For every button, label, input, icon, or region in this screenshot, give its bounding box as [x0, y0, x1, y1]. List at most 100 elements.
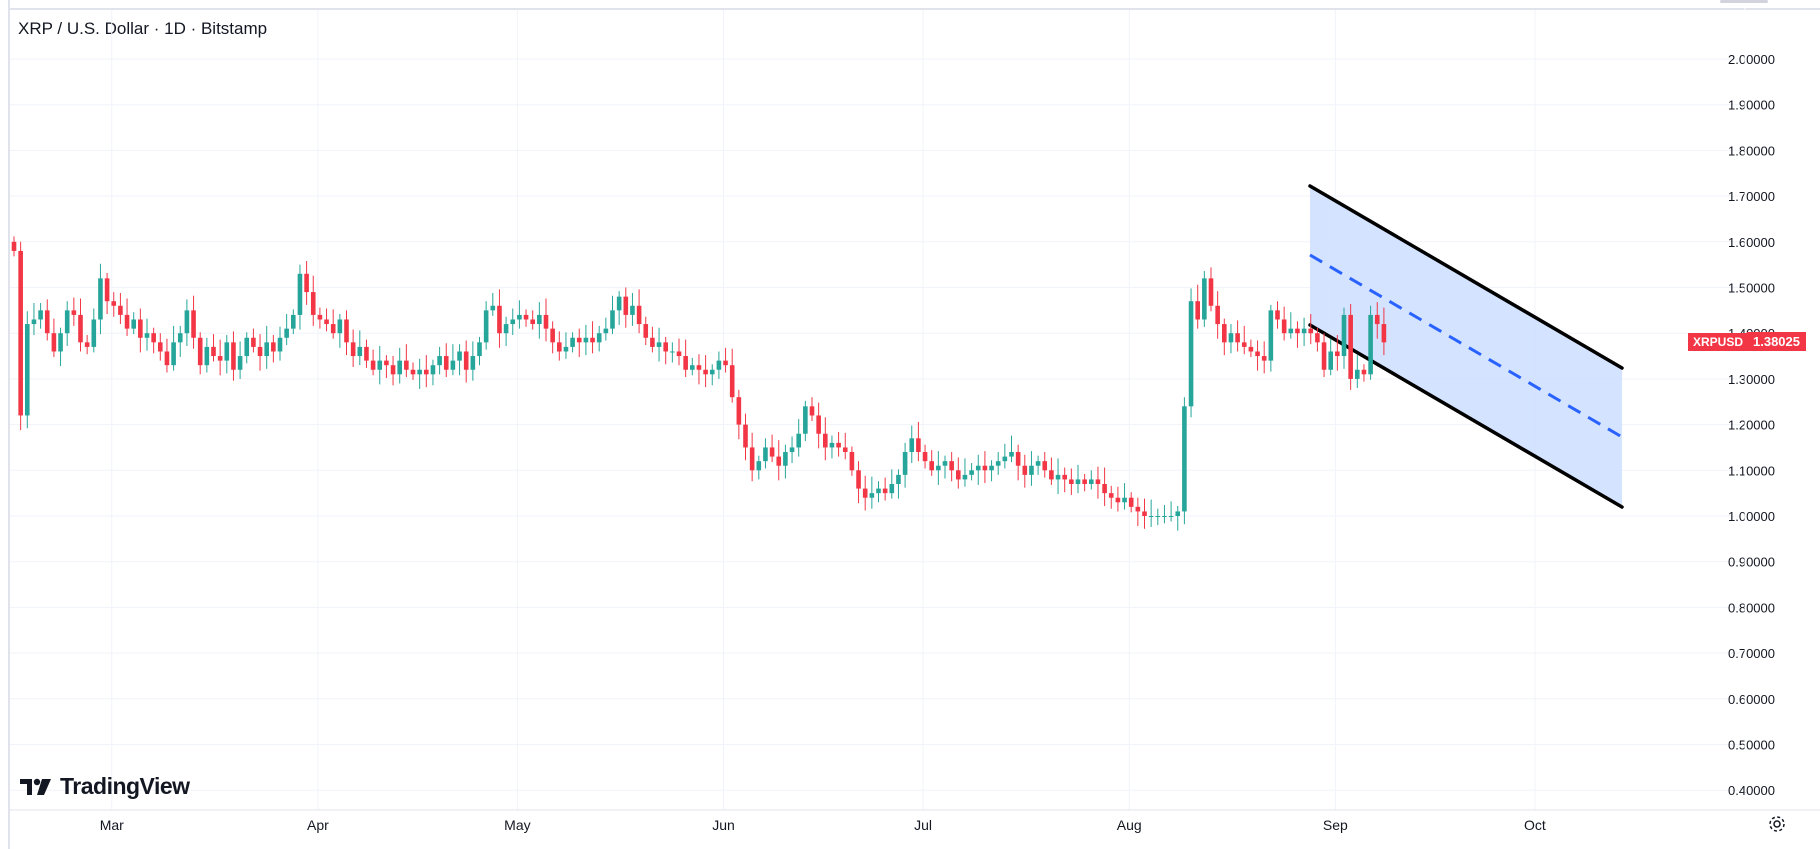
channel-lower-line: [1308, 323, 1624, 509]
candle-body: [337, 319, 343, 334]
candle-body: [1182, 406, 1187, 512]
toolbar-button[interactable]: [1720, 0, 1768, 3]
candle-body: [384, 360, 389, 366]
candle-body: [98, 278, 103, 320]
candle-body: [1162, 516, 1167, 517]
candle-body: [656, 342, 662, 347]
candle-body: [1095, 479, 1101, 485]
candle-body: [1341, 314, 1347, 357]
candle-body: [151, 333, 156, 343]
candle-body: [663, 342, 668, 352]
candle-body: [942, 461, 948, 466]
settings-icon[interactable]: [1768, 815, 1786, 833]
candle-body: [1075, 479, 1081, 485]
candle-body: [603, 328, 609, 334]
candle-body: [257, 346, 263, 357]
candle-body: [357, 346, 363, 357]
last-price-label: 1.38025: [1747, 332, 1806, 352]
candle-body: [1108, 493, 1114, 498]
candle-body: [576, 337, 582, 343]
candle-body: [809, 406, 815, 416]
candle-body: [816, 415, 821, 434]
candle-body: [922, 452, 928, 462]
candle-body: [543, 314, 549, 329]
candle-body: [949, 461, 954, 471]
tradingview-logo-icon: [20, 777, 52, 797]
candle-body: [1122, 497, 1127, 503]
candle-body: [457, 351, 462, 361]
candle-body: [596, 333, 602, 343]
candle-body: [1288, 328, 1294, 334]
y-tick-label: 1.70000: [1728, 189, 1775, 204]
tradingview-logo[interactable]: TradingView: [20, 773, 190, 800]
candle-body: [177, 333, 183, 343]
y-tick-label: 0.90000: [1728, 555, 1775, 570]
x-tick-label: Oct: [1524, 817, 1546, 833]
candle-body: [424, 369, 429, 375]
candle-body: [716, 360, 722, 370]
candle-body: [796, 433, 801, 448]
left-frame: [0, 0, 10, 849]
candle-body: [1089, 479, 1094, 485]
candle-body: [291, 314, 296, 329]
candle-body: [849, 452, 855, 471]
candle-body: [650, 337, 655, 347]
candle-body: [610, 310, 615, 329]
candle-body: [1301, 328, 1307, 334]
candle-body: [1368, 314, 1373, 375]
candle-body: [756, 461, 762, 471]
candle-body: [1168, 516, 1174, 517]
candle-body: [18, 250, 23, 416]
candle-body: [158, 342, 163, 352]
candle-body: [350, 342, 356, 357]
candle-body: [982, 465, 988, 471]
candle-body: [1374, 314, 1380, 325]
y-tick-label: 1.60000: [1728, 235, 1775, 250]
candle-body: [969, 470, 974, 475]
candle-body: [1029, 465, 1034, 475]
candle-body: [1128, 497, 1134, 507]
candle-body: [25, 324, 30, 416]
candle-body: [1281, 319, 1287, 334]
candle-body: [38, 310, 43, 320]
candle-body: [1009, 452, 1014, 457]
x-tick-label: Apr: [307, 817, 329, 833]
candle-body: [749, 447, 755, 471]
x-tick-label: Jul: [914, 817, 932, 833]
candle-body: [583, 337, 589, 343]
candle-body: [1195, 301, 1200, 320]
candle-body: [324, 319, 329, 325]
candle-body: [956, 470, 961, 480]
y-tick-label: 0.50000: [1728, 738, 1775, 753]
candle-body: [1355, 369, 1360, 379]
x-tick-label: Aug: [1117, 817, 1142, 833]
candle-body: [869, 493, 875, 498]
candle-body: [1042, 461, 1048, 471]
candle-body: [936, 465, 941, 471]
channel-upper-line: [1308, 184, 1624, 370]
candle-body: [164, 351, 170, 366]
channel-fill: [1310, 186, 1622, 507]
candle-body: [876, 488, 881, 494]
candle-body: [1248, 346, 1254, 352]
candle-body: [550, 328, 555, 343]
candle-body: [118, 305, 123, 315]
y-tick-label: 0.70000: [1728, 646, 1775, 661]
y-tick-label: 1.50000: [1728, 281, 1775, 296]
candle-body: [91, 319, 97, 347]
candle-body: [537, 314, 542, 325]
candle-body: [1361, 369, 1367, 375]
candle-body: [490, 305, 496, 311]
symbol-price-label: XRPUSD: [1688, 333, 1749, 352]
candle-body: [1015, 452, 1021, 466]
candle-body: [51, 333, 57, 352]
candle-body: [284, 328, 289, 338]
candle-body: [191, 310, 196, 338]
candle-body: [1115, 497, 1121, 503]
tradingview-logo-text: TradingView: [60, 773, 190, 799]
candle-body: [929, 461, 934, 471]
candle-body: [1175, 511, 1181, 516]
price-channel: [1308, 184, 1624, 509]
x-tick-label: May: [504, 817, 530, 833]
